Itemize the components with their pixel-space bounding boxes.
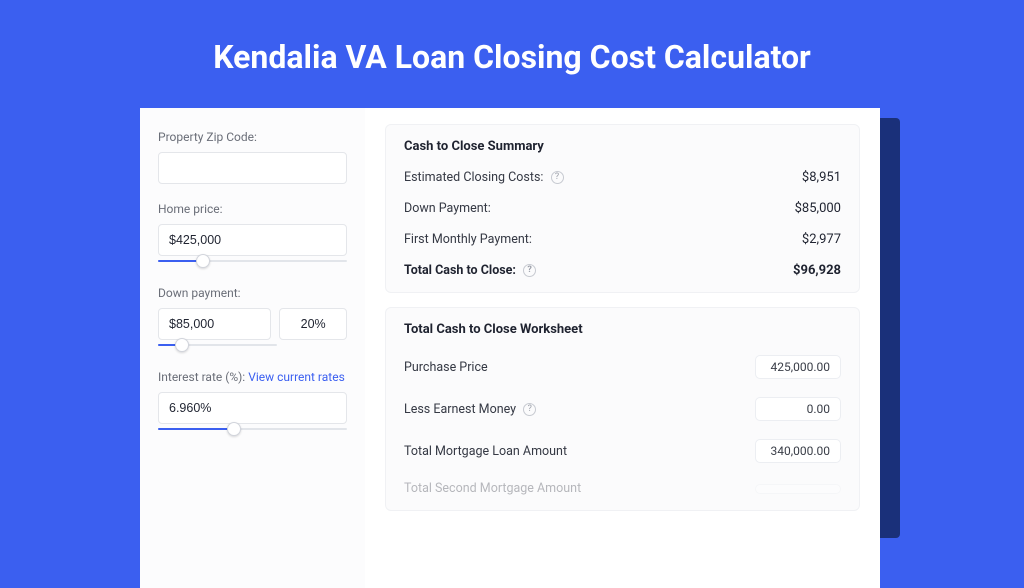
results-main: Cash to Close Summary Estimated Closing …: [365, 108, 880, 588]
page-title: Kendalia VA Loan Closing Cost Calculator: [0, 0, 1024, 76]
summary-title: Cash to Close Summary: [404, 139, 841, 154]
zip-label: Property Zip Code:: [158, 130, 347, 144]
zip-input[interactable]: [158, 152, 347, 184]
interest-rate-field: Interest rate (%): View current rates: [158, 370, 347, 436]
worksheet-value: [755, 484, 841, 494]
worksheet-value: 425,000.00: [755, 355, 841, 379]
down-payment-label: Down payment:: [158, 286, 347, 300]
down-payment-field: Down payment:: [158, 286, 347, 352]
view-current-rates-link[interactable]: View current rates: [248, 370, 345, 384]
summary-value: $85,000: [795, 201, 841, 216]
worksheet-row-cutoff: Total Second Mortgage Amount: [404, 481, 841, 496]
summary-panel: Cash to Close Summary Estimated Closing …: [385, 124, 860, 293]
summary-row-estimated-costs: Estimated Closing Costs: ? $8,951: [404, 170, 841, 185]
worksheet-row: Total Mortgage Loan Amount 340,000.00: [404, 439, 841, 463]
help-icon[interactable]: ?: [523, 403, 536, 416]
worksheet-label: Purchase Price: [404, 360, 488, 375]
down-payment-slider[interactable]: [158, 338, 277, 352]
interest-rate-slider-thumb[interactable]: [227, 422, 241, 436]
home-price-slider[interactable]: [158, 254, 347, 268]
worksheet-label: Total Mortgage Loan Amount: [404, 444, 567, 459]
summary-row-down-payment: Down Payment: $85,000: [404, 201, 841, 216]
help-icon[interactable]: ?: [551, 171, 564, 184]
down-payment-slider-thumb[interactable]: [175, 338, 189, 352]
interest-rate-input[interactable]: [158, 392, 347, 424]
summary-row-total: Total Cash to Close: ? $96,928: [404, 263, 841, 278]
down-payment-input[interactable]: [158, 308, 271, 340]
summary-total-label: Total Cash to Close: ?: [404, 263, 536, 278]
summary-label: First Monthly Payment:: [404, 232, 532, 247]
worksheet-value: 0.00: [755, 397, 841, 421]
worksheet-label: Less Earnest Money ?: [404, 402, 536, 417]
interest-rate-label: Interest rate (%): View current rates: [158, 370, 347, 384]
worksheet-row: Purchase Price 425,000.00: [404, 355, 841, 379]
down-payment-pct-input[interactable]: [279, 308, 347, 340]
worksheet-value: 340,000.00: [755, 439, 841, 463]
worksheet-label: Total Second Mortgage Amount: [404, 481, 581, 496]
summary-value: $8,951: [802, 170, 841, 185]
summary-row-first-payment: First Monthly Payment: $2,977: [404, 232, 841, 247]
interest-rate-slider[interactable]: [158, 422, 347, 436]
summary-total-value: $96,928: [793, 263, 841, 278]
home-price-field: Home price:: [158, 202, 347, 268]
summary-label: Estimated Closing Costs: ?: [404, 170, 564, 185]
summary-label: Down Payment:: [404, 201, 491, 216]
input-sidebar: Property Zip Code: Home price: Down paym…: [140, 108, 365, 588]
help-icon[interactable]: ?: [523, 264, 536, 277]
summary-value: $2,977: [802, 232, 841, 247]
zip-field: Property Zip Code:: [158, 130, 347, 184]
home-price-slider-thumb[interactable]: [196, 254, 210, 268]
calculator-card: Property Zip Code: Home price: Down paym…: [140, 108, 880, 588]
worksheet-title: Total Cash to Close Worksheet: [404, 322, 841, 337]
home-price-label: Home price:: [158, 202, 347, 216]
home-price-input[interactable]: [158, 224, 347, 256]
worksheet-panel: Total Cash to Close Worksheet Purchase P…: [385, 307, 860, 511]
worksheet-row: Less Earnest Money ? 0.00: [404, 397, 841, 421]
